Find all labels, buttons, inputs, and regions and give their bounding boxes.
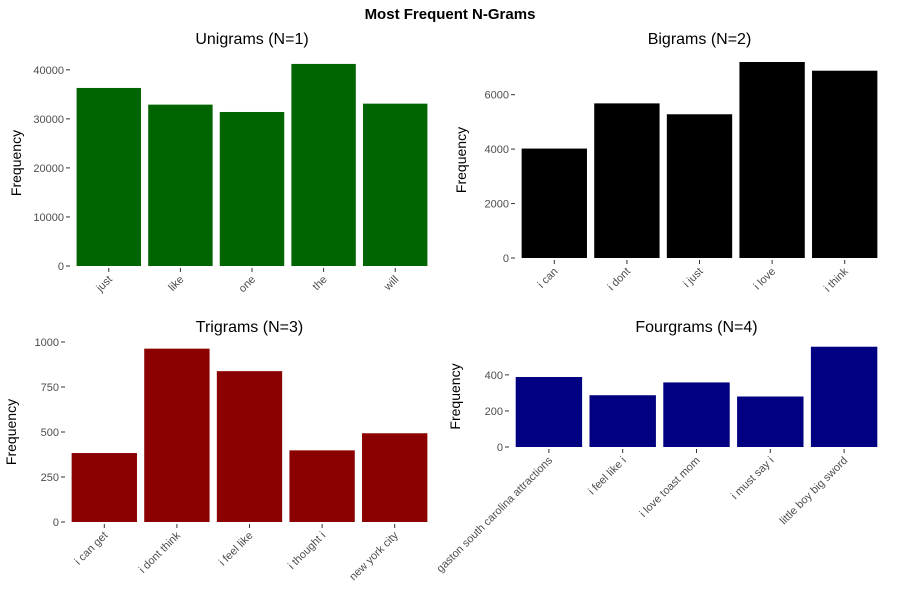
x-tick-label: just bbox=[94, 274, 115, 295]
x-tick-label: like bbox=[166, 274, 186, 294]
bar-1 bbox=[521, 148, 587, 258]
x-tick-label: i feel like bbox=[217, 530, 256, 569]
chart-title: Bigrams (N=2) bbox=[648, 31, 752, 48]
y-tick-label: 1000 bbox=[35, 337, 59, 349]
bar-5 bbox=[362, 103, 428, 267]
x-tick-label: new york city bbox=[347, 529, 401, 583]
x-tick-label: i just bbox=[681, 266, 705, 290]
chart-title: Unigrams (N=1) bbox=[195, 31, 308, 48]
x-tick-label: gaston south carolina attractions bbox=[435, 454, 556, 575]
y-tick-label: 4000 bbox=[485, 144, 509, 156]
y-tick-label: 0 bbox=[497, 442, 503, 454]
bar-3 bbox=[663, 382, 730, 447]
x-tick-label: i think bbox=[822, 265, 851, 294]
bar-1 bbox=[71, 453, 137, 522]
y-tick-label: 200 bbox=[485, 406, 503, 418]
x-tick-label: i love toast mom bbox=[638, 455, 703, 520]
x-tick-label: i dont think bbox=[137, 529, 183, 575]
x-tick-label: i can get bbox=[73, 530, 111, 568]
y-tick-label: 30000 bbox=[33, 114, 64, 126]
x-tick-label: i love bbox=[752, 266, 779, 293]
chart-title: Fourgrams (N=4) bbox=[635, 319, 757, 336]
bar-3 bbox=[219, 111, 285, 266]
bar-2 bbox=[148, 104, 213, 266]
bar-1 bbox=[76, 87, 142, 266]
y-tick-label: 0 bbox=[53, 517, 59, 529]
x-tick-label: i thought i bbox=[286, 530, 328, 572]
bar-4 bbox=[737, 396, 804, 447]
chart-panel-3: Trigrams (N=3) Frequency 0 250 500 750 1000 i c… bbox=[3, 319, 428, 583]
x-tick-label: will bbox=[381, 274, 401, 294]
bar-1 bbox=[515, 377, 583, 447]
y-tick-label: 2000 bbox=[485, 199, 509, 211]
chart-title: Trigrams (N=3) bbox=[196, 319, 303, 336]
x-tick-label: the bbox=[310, 274, 329, 293]
x-tick-label: i must say i bbox=[729, 455, 776, 502]
y-tick-label: 6000 bbox=[485, 90, 509, 102]
bar-4 bbox=[739, 62, 805, 258]
y-tick-label: 500 bbox=[41, 427, 59, 439]
chart-panel-1: Unigrams (N=1) Frequency 0 10000 20000 30000 4… bbox=[8, 31, 428, 295]
bar-5 bbox=[810, 346, 878, 447]
x-tick-label: little boy big sword bbox=[778, 455, 850, 527]
y-tick-label: 400 bbox=[485, 370, 503, 382]
y-axis-label: Frequency bbox=[8, 130, 24, 196]
y-tick-label: 750 bbox=[41, 382, 59, 394]
chart-panel-4: Fourgrams (N=4) Frequency 0 200 400 gaston so… bbox=[435, 319, 878, 575]
y-axis-label: Frequency bbox=[447, 363, 463, 429]
bar-5 bbox=[362, 433, 428, 522]
bar-2 bbox=[589, 395, 656, 447]
y-tick-label: 0 bbox=[58, 261, 64, 273]
x-tick-label: i can bbox=[535, 266, 560, 291]
bar-4 bbox=[289, 450, 355, 522]
y-axis-label: Frequency bbox=[3, 399, 19, 465]
y-tick-label: 0 bbox=[503, 253, 509, 265]
y-tick-label: 40000 bbox=[33, 65, 64, 77]
y-tick-label: 20000 bbox=[33, 163, 64, 175]
chart-panel-2: Bigrams (N=2) Frequency 0 2000 4000 6000 i can… bbox=[453, 31, 878, 294]
x-tick-label: one bbox=[237, 274, 258, 295]
y-tick-label: 10000 bbox=[33, 212, 64, 224]
bar-3 bbox=[216, 371, 283, 522]
x-tick-label: i feel like i bbox=[586, 455, 629, 498]
bar-2 bbox=[144, 348, 210, 522]
bar-4 bbox=[291, 63, 356, 266]
bar-2 bbox=[594, 103, 660, 258]
bar-3 bbox=[666, 114, 733, 259]
bar-5 bbox=[812, 70, 878, 258]
figure-title: Most Frequent N-Grams bbox=[365, 6, 536, 23]
y-tick-label: 250 bbox=[41, 472, 59, 484]
x-tick-label: i dont bbox=[605, 266, 633, 294]
y-axis-label: Frequency bbox=[453, 127, 469, 193]
